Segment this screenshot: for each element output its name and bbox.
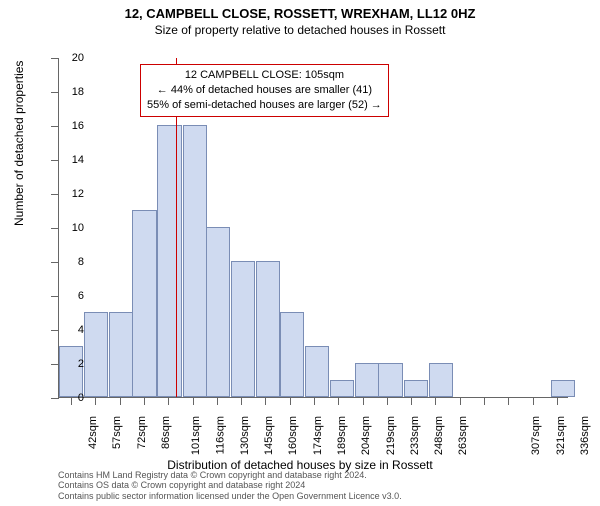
chart-title: 12, CAMPBELL CLOSE, ROSSETT, WREXHAM, LL… bbox=[0, 6, 600, 21]
x-tick-label: 57sqm bbox=[111, 416, 123, 449]
histogram-bar bbox=[59, 346, 83, 397]
x-tick-label: 72sqm bbox=[136, 416, 148, 449]
x-tick-label: 130sqm bbox=[239, 416, 251, 455]
histogram-bar bbox=[305, 346, 329, 397]
x-tick bbox=[460, 397, 461, 405]
x-tick-label: 307sqm bbox=[530, 416, 542, 455]
y-tick-label: 16 bbox=[54, 120, 84, 132]
x-tick-label: 145sqm bbox=[263, 416, 275, 455]
x-tick bbox=[484, 397, 485, 405]
y-tick-label: 18 bbox=[54, 86, 84, 98]
histogram-bar bbox=[132, 210, 156, 397]
x-tick bbox=[363, 397, 364, 405]
x-tick bbox=[193, 397, 194, 405]
annotation-line: 55% of semi-detached houses are larger (… bbox=[147, 98, 382, 113]
x-tick-label: 42sqm bbox=[87, 416, 99, 449]
annotation-line: ← 44% of detached houses are smaller (41… bbox=[147, 83, 382, 98]
x-tick bbox=[435, 397, 436, 405]
x-tick bbox=[387, 397, 388, 405]
x-tick bbox=[314, 397, 315, 405]
histogram-bar bbox=[551, 380, 575, 397]
histogram-bar bbox=[231, 261, 255, 397]
y-axis-label: Number of detached properties bbox=[12, 61, 26, 226]
histogram-bar bbox=[256, 261, 280, 397]
x-tick-label: 248sqm bbox=[433, 416, 445, 455]
chart-subtitle: Size of property relative to detached ho… bbox=[0, 23, 600, 37]
histogram-bar bbox=[404, 380, 428, 397]
histogram-bar bbox=[157, 125, 181, 397]
x-tick bbox=[95, 397, 96, 405]
footer-line: Contains public sector information licen… bbox=[58, 491, 402, 502]
x-tick-label: 116sqm bbox=[214, 416, 226, 454]
x-tick-label: 263sqm bbox=[458, 416, 470, 455]
x-tick-label: 336sqm bbox=[579, 416, 591, 455]
annotation-line: 12 CAMPBELL CLOSE: 105sqm bbox=[147, 68, 382, 83]
x-tick-label: 160sqm bbox=[288, 416, 300, 455]
y-tick-label: 4 bbox=[54, 324, 84, 336]
histogram-bar bbox=[84, 312, 108, 397]
x-tick bbox=[217, 397, 218, 405]
x-tick bbox=[120, 397, 121, 405]
y-tick-label: 0 bbox=[54, 392, 84, 404]
x-tick bbox=[557, 397, 558, 405]
x-tick-label: 204sqm bbox=[360, 416, 372, 455]
histogram-bar bbox=[183, 125, 207, 397]
x-tick-label: 321sqm bbox=[555, 416, 567, 455]
histogram-bar bbox=[109, 312, 133, 397]
y-tick-label: 10 bbox=[54, 222, 84, 234]
x-tick-label: 233sqm bbox=[409, 416, 421, 455]
y-tick-label: 2 bbox=[54, 358, 84, 370]
x-tick bbox=[168, 397, 169, 405]
x-tick bbox=[533, 397, 534, 405]
histogram-bar bbox=[280, 312, 304, 397]
y-tick-label: 12 bbox=[54, 188, 84, 200]
histogram-bar bbox=[378, 363, 402, 397]
x-tick bbox=[411, 397, 412, 405]
y-tick-label: 6 bbox=[54, 290, 84, 302]
x-tick bbox=[241, 397, 242, 405]
x-tick-label: 189sqm bbox=[336, 416, 348, 455]
y-tick-label: 20 bbox=[54, 52, 84, 64]
footer-attribution: Contains HM Land Registry data © Crown c… bbox=[58, 470, 402, 502]
annotation-box: 12 CAMPBELL CLOSE: 105sqm ← 44% of detac… bbox=[140, 64, 389, 117]
x-tick bbox=[144, 397, 145, 405]
histogram-bar bbox=[206, 227, 230, 397]
x-tick bbox=[265, 397, 266, 405]
footer-line: Contains HM Land Registry data © Crown c… bbox=[58, 470, 402, 481]
x-tick-label: 219sqm bbox=[385, 416, 397, 455]
x-tick bbox=[290, 397, 291, 405]
histogram-bar bbox=[429, 363, 453, 397]
x-tick bbox=[508, 397, 509, 405]
x-tick-label: 174sqm bbox=[312, 416, 324, 455]
histogram-bar bbox=[355, 363, 379, 397]
x-tick-label: 86sqm bbox=[160, 416, 172, 449]
histogram-bar bbox=[330, 380, 354, 397]
y-tick-label: 14 bbox=[54, 154, 84, 166]
y-tick-label: 8 bbox=[54, 256, 84, 268]
chart-plot-area: 12 CAMPBELL CLOSE: 105sqm ← 44% of detac… bbox=[58, 58, 568, 398]
footer-line: Contains OS data © Crown copyright and d… bbox=[58, 480, 402, 491]
x-tick-label: 101sqm bbox=[190, 416, 202, 455]
x-tick bbox=[338, 397, 339, 405]
